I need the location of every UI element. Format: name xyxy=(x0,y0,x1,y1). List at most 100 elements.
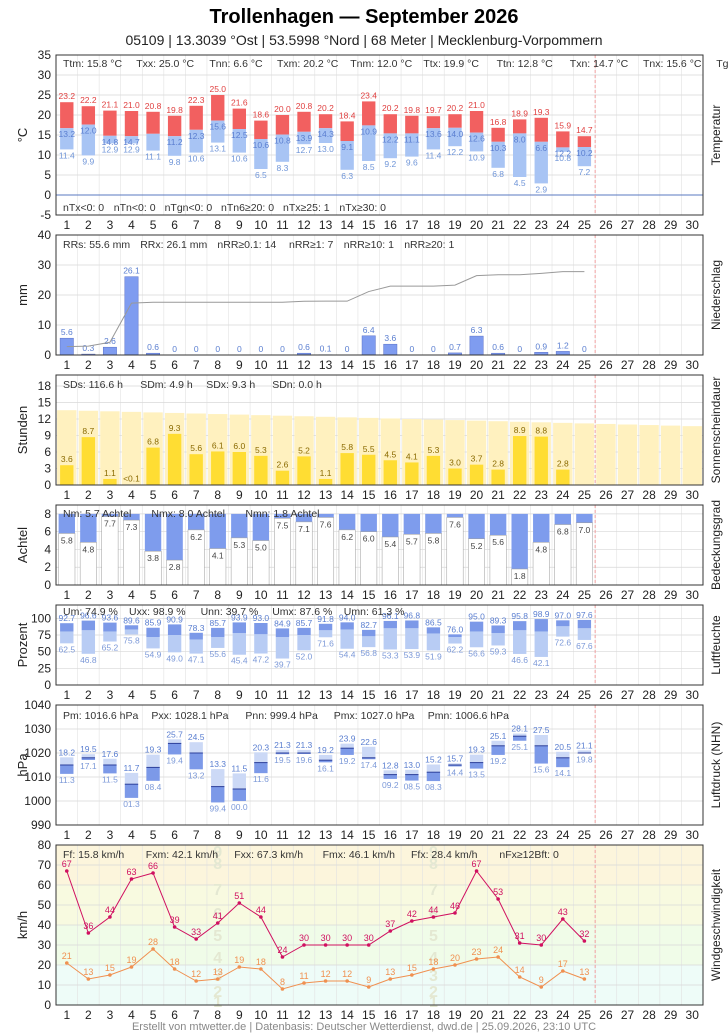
temperatur-label-tn: 8.5 xyxy=(363,162,375,172)
temperatur-bar-tx xyxy=(469,111,484,133)
luftdruck-bar-lower xyxy=(103,765,117,774)
luftdruck-bar-upper xyxy=(124,772,139,785)
sonnenschein-xtick-label: 7 xyxy=(193,488,200,502)
luftdruck-bar-upper xyxy=(81,754,96,758)
temperatur-label-tx: 14.7 xyxy=(576,125,593,135)
temperatur-label-tn: 12.9 xyxy=(123,144,140,154)
luftfeuchte-label-min: 54.4 xyxy=(339,650,356,660)
temperatur-xtick-label: 26 xyxy=(599,218,613,232)
luftdruck-ytick-label: 990 xyxy=(31,818,51,832)
luftdruck-bar-upper xyxy=(60,757,74,765)
temperatur-label-tn: 10.8 xyxy=(555,153,572,163)
niederschlag-label: 5.6 xyxy=(61,327,73,337)
luftdruck-label-min: 13.5 xyxy=(468,770,485,780)
luftfeuchte-xtick-label: 23 xyxy=(535,688,549,702)
temperatur-bar-tx xyxy=(405,115,419,134)
wind-beaufort-label: 7 xyxy=(429,882,438,899)
luftfeuchte-bar-upper xyxy=(167,624,182,635)
niederschlag-bar xyxy=(383,343,398,356)
temperatur-stat: nTx<0: 0 xyxy=(63,202,104,214)
luftfeuchte-bar-lower xyxy=(512,630,527,654)
wind-ytick-label: 30 xyxy=(38,938,52,952)
bedeckung-bar-cloud xyxy=(187,513,205,530)
bedeckung-bar-cloud xyxy=(295,513,313,522)
luftfeuchte-bar-lower xyxy=(469,631,484,648)
luftfeuchte-ylabel: Prozent xyxy=(15,622,30,667)
bedeckung-ytick-label: 8 xyxy=(44,507,51,521)
sonnenschein-xtick-label: 18 xyxy=(427,488,441,502)
luftfeuchte-label-min: 42.1 xyxy=(533,658,550,668)
wind-xtick-label: 9 xyxy=(236,1008,243,1022)
luftdruck-xtick-label: 16 xyxy=(384,828,398,842)
temperatur-stat: Txm: 20.2 °C xyxy=(277,58,339,70)
luftdruck-label-max: 11.5 xyxy=(231,763,247,773)
luftfeuchte-bar-lower xyxy=(167,635,182,653)
temperatur-plot-frame xyxy=(55,54,704,216)
temperatur-stat: Txn: 14.7 °C xyxy=(570,58,629,70)
bedeckung-label: 7.7 xyxy=(104,519,116,529)
temperatur-bar-tn xyxy=(556,147,570,152)
niederschlag-xtick-label: 5 xyxy=(150,358,157,372)
luftfeuchte-bar-upper xyxy=(383,620,397,629)
bedeckung-bar-cloud xyxy=(274,513,291,519)
niederschlag-cumulative-line xyxy=(66,271,585,348)
sonnenschein-bar xyxy=(81,437,96,485)
wind-ytick-label: 50 xyxy=(38,898,52,912)
luftdruck-label-max: 22.6 xyxy=(360,737,377,747)
wind-mean-label: 12 xyxy=(191,969,201,979)
niederschlag-stat: nRR≥20: 1 xyxy=(404,239,454,251)
luftdruck-xtick-label: 14 xyxy=(340,828,354,842)
luftdruck-ytick-label: 1030 xyxy=(24,722,51,736)
bedeckung-bar-cloud xyxy=(382,513,399,537)
temperatur-label-tm: 6.6 xyxy=(535,143,547,153)
bedeckung-bar-cloud xyxy=(252,513,270,541)
luftfeuchte-bar-lower xyxy=(60,631,74,644)
sonnenschein-xtick-label: 26 xyxy=(599,488,613,502)
temperatur-label-tm: 13.9 xyxy=(296,133,313,143)
luftfeuchte-xtick-label: 10 xyxy=(254,688,268,702)
niederschlag-xtick-label: 19 xyxy=(448,358,462,372)
wind-xtick-label: 19 xyxy=(448,1008,462,1022)
niederschlag-xtick-label: 20 xyxy=(470,358,484,372)
wind-xtick-label: 10 xyxy=(254,1008,268,1022)
wind-ytick-label: 20 xyxy=(38,958,52,972)
luftfeuchte-bar-lower xyxy=(340,629,354,649)
wind-mean-label: 13 xyxy=(579,967,589,977)
temperatur-stat: Tnm: 12.0 °C xyxy=(350,58,412,70)
luftfeuchte-bar-lower xyxy=(297,635,311,651)
bedeckung-xtick-label: 30 xyxy=(686,588,700,602)
luftfeuchte-label-min: 54.9 xyxy=(145,649,162,659)
luftdruck-label-max: 25.7 xyxy=(166,729,183,739)
sonnenschein-bar xyxy=(146,447,160,485)
bedeckung-bar-cloud xyxy=(425,513,442,534)
luftdruck-xtick-label: 10 xyxy=(254,828,268,842)
temperatur-label-tx: 20.2 xyxy=(447,103,464,113)
luftdruck-bar-lower xyxy=(211,786,225,803)
niederschlag-label: 0 xyxy=(582,344,587,354)
luftdruck-bar-lower xyxy=(318,760,333,763)
luftfeuchte-bar-lower xyxy=(103,631,117,642)
luftfeuchte-bar-upper xyxy=(577,619,592,629)
bedeckung-xtick-label: 1 xyxy=(63,588,70,602)
temperatur-bar-tx xyxy=(534,117,548,142)
luftfeuchte-xtick-label: 8 xyxy=(214,688,221,702)
wind-beaufort-label: 9 xyxy=(213,844,222,861)
bedeckung-label: 7.1 xyxy=(298,524,310,534)
luftdruck-label-min: 08.3 xyxy=(425,782,442,792)
wind-beaufort-label: 5 xyxy=(213,928,222,945)
temperatur-ytick-label: 10 xyxy=(38,148,52,162)
luftdruck-label-min: 17.1 xyxy=(80,761,97,771)
wind-xtick-label: 8 xyxy=(214,1008,221,1022)
temperatur-bar-tx xyxy=(60,102,74,129)
temperatur-xtick-label: 16 xyxy=(384,218,398,232)
wind-gust-point xyxy=(453,911,457,915)
sonnenschein-xtick-label: 28 xyxy=(642,488,656,502)
wind-mean-label: 28 xyxy=(148,937,158,947)
temperatur-label-tn: 6.3 xyxy=(341,171,353,181)
luftdruck-bar-lower xyxy=(383,774,397,779)
temperatur-bar-tn xyxy=(211,120,225,143)
temperatur-ylabel: °C xyxy=(15,128,30,143)
temperatur-label-tx: 25.0 xyxy=(209,84,226,94)
luftdruck-xtick-label: 8 xyxy=(214,828,221,842)
wind-mean-label: 12 xyxy=(342,969,352,979)
